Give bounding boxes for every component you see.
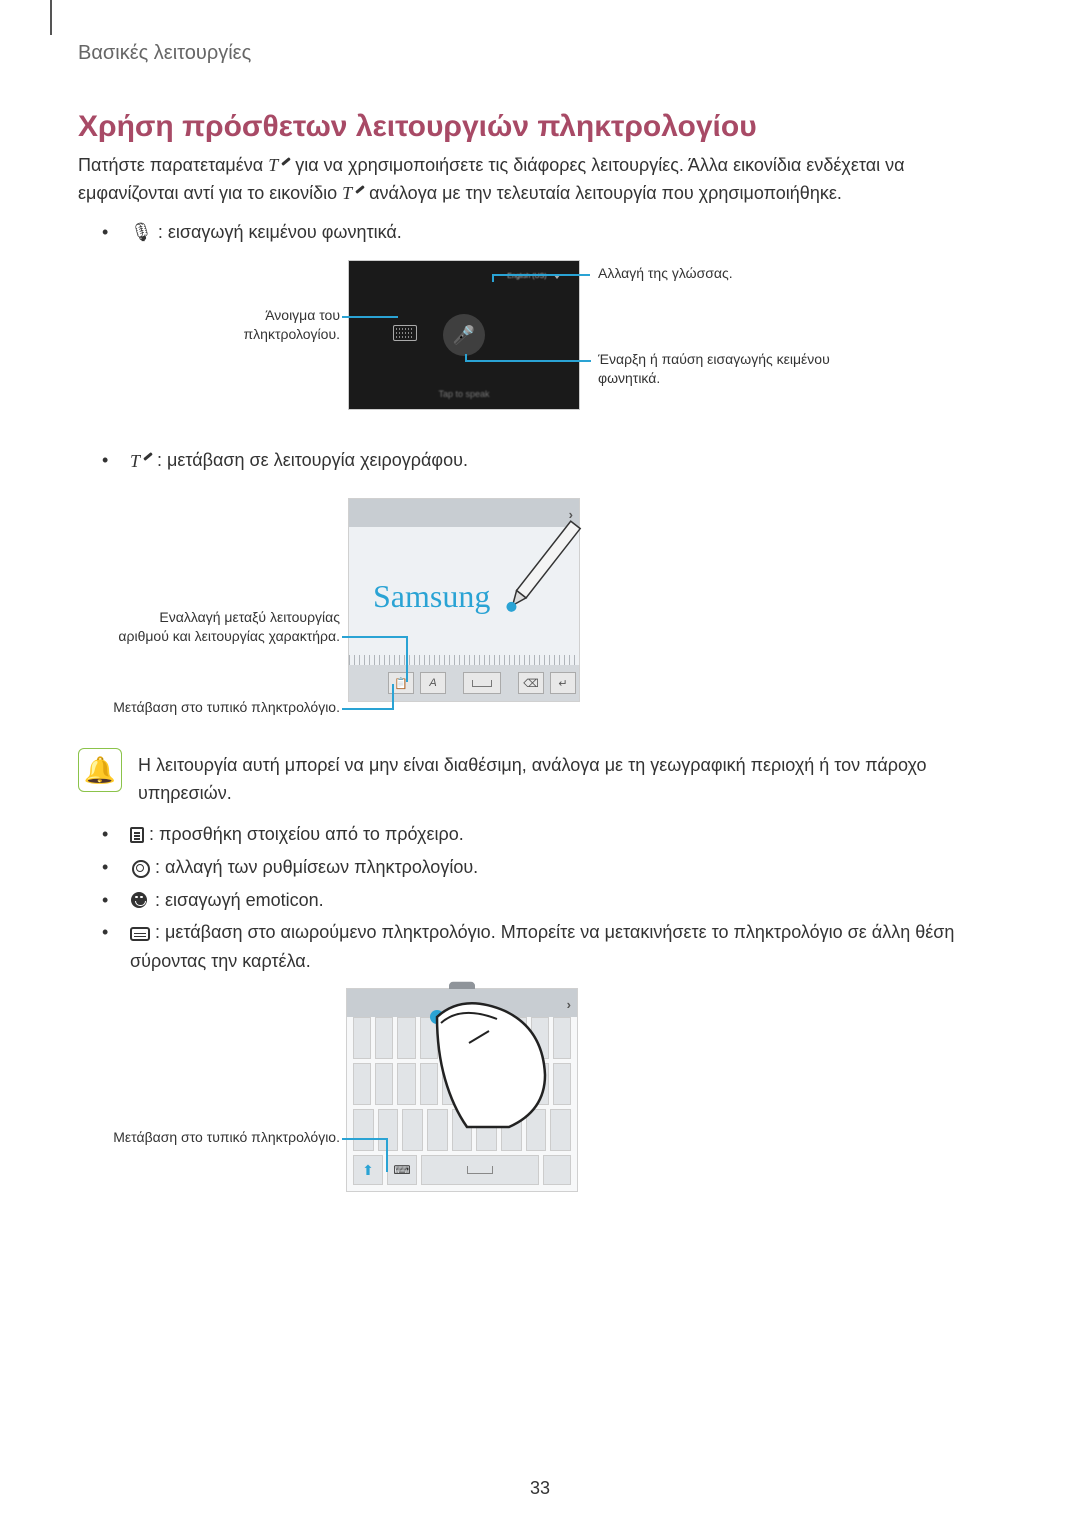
callout-line [342, 316, 398, 318]
chevron-right-icon: › [567, 997, 571, 1012]
gear-icon [130, 859, 150, 877]
keyboard-icon: ⌨ [387, 1155, 417, 1185]
callout-line [342, 636, 406, 638]
emoticon-icon [130, 892, 150, 910]
pen-icon [268, 156, 290, 176]
fig1-tap-text: Tap to speak [438, 389, 489, 399]
bullet-list-top: 🎙 : εισαγωγή κειμένου φωνητικά. [98, 218, 958, 251]
side-rule [50, 0, 52, 35]
page-number: 33 [530, 1478, 550, 1499]
breadcrumb: Βασικές λειτουργίες [78, 42, 251, 65]
callout-line [386, 1138, 388, 1172]
bullet-floating: : μετάβαση στο αιωρούμενο πληκτρολόγιο. … [98, 918, 978, 976]
callout-std-keyboard-2: Μετάβαση στο τυπικό πληκτρολόγιο. [108, 1128, 340, 1147]
bullet-handwriting-text: : μετάβαση σε λειτουργία χειρογράφου. [157, 450, 468, 470]
space-icon [421, 1155, 539, 1185]
figure-floating-keyboard: › ⬆ ⌨ [346, 988, 578, 1192]
hand-pointer-icon [413, 983, 553, 1133]
callout-change-language: Αλλαγή της γλώσσας. [598, 264, 733, 283]
clipboard-icon [130, 827, 144, 843]
fig2-ruler [349, 655, 579, 665]
fig1-language-bar: English (US) [441, 269, 561, 283]
pen-icon [130, 451, 152, 471]
bell-icon: 🔔 [84, 755, 116, 786]
fig2-writing-area: Samsung [349, 527, 579, 665]
callout-line [465, 354, 467, 362]
stylus-icon [481, 509, 601, 629]
space-icon [463, 672, 501, 694]
callout-line [342, 1138, 386, 1140]
backspace-icon: ⌫ [518, 672, 544, 694]
intro-paragraph: Πατήστε παρατεταμένα για να χρησιμοποιήσ… [78, 152, 968, 208]
callout-open-keyboard: Άνοιγμα του πληκτρολογίου. [170, 306, 340, 344]
note-text: Η λειτουργία αυτή μπορεί να μην είναι δι… [138, 752, 968, 808]
callout-line [342, 708, 392, 710]
microphone-button-icon: 🎤 [443, 314, 485, 356]
keyboard-icon [393, 325, 417, 341]
bullet-clipboard-text: : προσθήκη στοιχείου από το πρόχειρο. [149, 824, 464, 844]
figure-handwriting: › Samsung 📋 A ⌫ ↵ [348, 498, 580, 702]
bullet-list-bottom: : προσθήκη στοιχείου από το πρόχειρο. : … [98, 820, 978, 980]
note-icon: 🔔 [78, 748, 122, 792]
bullet-emoticon: : εισαγωγή emoticon. [98, 886, 978, 915]
floating-keyboard-icon [130, 927, 150, 941]
enter-icon: ↵ [550, 672, 576, 694]
text-mode-icon: A [420, 672, 446, 694]
shift-icon: ⬆ [353, 1155, 383, 1185]
bullet-handwriting: : μετάβαση σε λειτουργία χειρογράφου. [98, 446, 958, 475]
fig2-toolbar: 📋 A ⌫ ↵ [349, 665, 579, 701]
callout-line [392, 684, 394, 710]
bullet-emoticon-text: : εισαγωγή emoticon. [155, 890, 324, 910]
bullet-clipboard: : προσθήκη στοιχείου από το πρόχειρο. [98, 820, 978, 849]
callout-std-keyboard: Μετάβαση στο τυπικό πληκτρολόγιο. [108, 698, 340, 717]
callout-start-pause: Έναρξη ή παύση εισαγωγής κειμένου φωνητι… [598, 350, 858, 388]
callout-num-char: Εναλλαγή μεταξύ λειτουργίας αριθμού και … [108, 608, 340, 646]
intro-text-3: ανάλογα με την τελευταία λειτουργία που … [369, 183, 842, 203]
fig2-handwriting-text: Samsung [373, 578, 490, 615]
bullet-list-hand: : μετάβαση σε λειτουργία χειρογράφου. [98, 446, 958, 479]
figure-voice-input: English (US) 🎤 Tap to speak [348, 260, 580, 410]
callout-line [492, 274, 590, 276]
bullet-voice: 🎙 : εισαγωγή κειμένου φωνητικά. [98, 218, 958, 247]
callout-line [465, 360, 591, 362]
bullet-floating-text: : μετάβαση στο αιωρούμενο πληκτρολόγιο. … [130, 922, 954, 971]
microphone-icon: 🎙 [130, 222, 153, 242]
callout-line [492, 274, 494, 282]
bullet-settings: : αλλαγή των ρυθμίσεων πληκτρολογίου. [98, 853, 978, 882]
callout-line [406, 636, 408, 682]
intro-text-1: Πατήστε παρατεταμένα [78, 155, 268, 175]
key-icon [543, 1155, 571, 1185]
page-title: Χρήση πρόσθετων λειτουργιών πληκτρολογίο… [78, 110, 757, 144]
bullet-settings-text: : αλλαγή των ρυθμίσεων πληκτρολογίου. [155, 857, 478, 877]
pen-icon [342, 184, 364, 204]
bullet-voice-text: : εισαγωγή κειμένου φωνητικά. [158, 222, 402, 242]
